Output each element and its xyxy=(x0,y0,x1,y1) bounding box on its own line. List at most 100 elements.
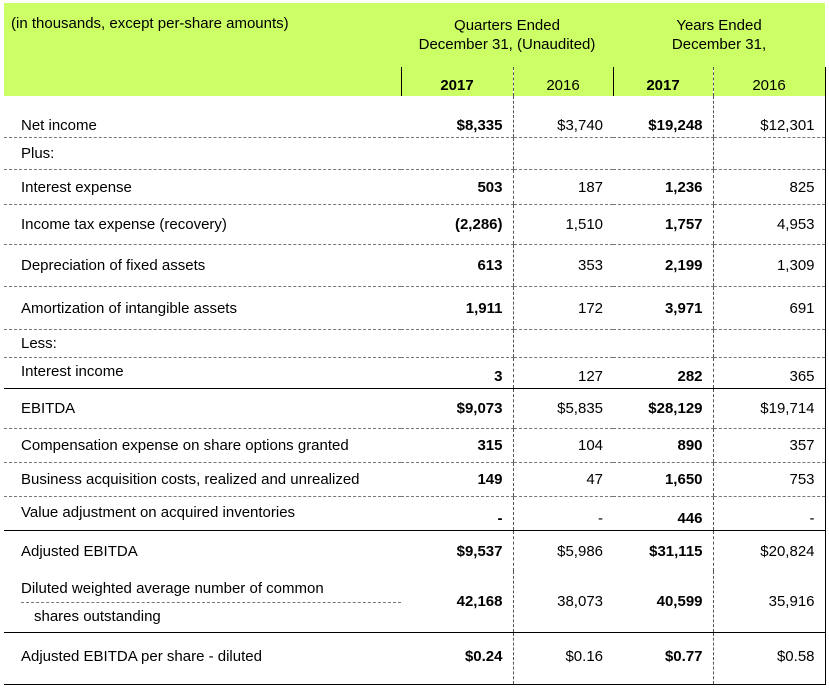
value-cell: $3,740 xyxy=(512,96,614,138)
row-label-adjusted-ebitda-per-share: Adjusted EBITDA per share - diluted xyxy=(4,632,401,686)
value-cell: $5,835 xyxy=(512,388,614,429)
row-label-line2: shares outstanding xyxy=(34,607,161,625)
value-cell: $19,714 xyxy=(712,388,826,429)
row-label-depreciation: Depreciation of fixed assets xyxy=(4,244,401,288)
value-cell xyxy=(712,329,826,358)
value-cell: 149 xyxy=(401,462,513,498)
value-cell: 691 xyxy=(712,286,826,330)
value-cell: 357 xyxy=(712,428,826,464)
quarters-ended-header: Quarters Ended December 31, (Unaudited) xyxy=(401,3,614,68)
value-cell xyxy=(613,137,714,171)
value-cell: 1,911 xyxy=(401,286,513,330)
value-cell: 825 xyxy=(712,169,826,206)
years-ended-header: Years Ended December 31, xyxy=(613,3,826,68)
value-cell: 282 xyxy=(613,357,714,389)
row-label-interest-income: Interest income xyxy=(4,357,401,389)
value-cell: $28,129 xyxy=(613,388,714,429)
table-row: Value adjustment on acquired inventories… xyxy=(4,496,826,532)
value-cell: 38,073 xyxy=(512,570,614,633)
table-row: Interest income 3 127 282 365 xyxy=(4,357,826,389)
value-cell: 315 xyxy=(401,428,513,464)
table-row: Net income $8,335 $3,740 $19,248 $12,301 xyxy=(4,96,826,138)
value-cell: $0.77 xyxy=(613,632,714,686)
row-label-compensation-expense: Compensation expense on share options gr… xyxy=(4,428,401,464)
value-cell: 127 xyxy=(512,357,614,389)
value-cell: $9,537 xyxy=(456,542,503,560)
row-label-value-adjustment: Value adjustment on acquired inventories xyxy=(4,496,401,532)
value-cell: - xyxy=(712,496,826,532)
value-cell: 3 xyxy=(401,357,513,389)
table-row: Interest expense 503 187 1,236 825 xyxy=(4,169,826,206)
row-label-diluted-weighted-average: Diluted weighted average number of commo… xyxy=(4,570,401,633)
value-cell: 753 xyxy=(712,462,826,498)
value-cell: 446 xyxy=(613,496,714,532)
ebitda-reconciliation-table: (in thousands, except per-share amounts)… xyxy=(4,3,826,686)
value-cell: $20,824 xyxy=(712,530,826,571)
value-cell: 890 xyxy=(613,428,714,464)
value-cell xyxy=(401,329,513,358)
value-cell: 613 xyxy=(401,244,513,288)
value-cell: 172 xyxy=(512,286,614,330)
column-header-y-2017: 2017 xyxy=(612,67,714,97)
value-cell xyxy=(401,137,513,171)
value-cell xyxy=(512,137,614,171)
value-cell: $12,301 xyxy=(712,96,826,138)
years-ended-line1: Years Ended xyxy=(676,17,762,34)
row-label-business-acquisition: Business acquisition costs, realized and… xyxy=(4,462,401,498)
value-cell: 503 xyxy=(401,169,513,206)
column-header-q-2017: 2017 xyxy=(400,67,513,97)
value-cell: $8,335 xyxy=(401,96,513,138)
header-row-groups: (in thousands, except per-share amounts)… xyxy=(4,3,826,97)
table-row: Compensation expense on share options gr… xyxy=(4,428,826,464)
table-row: Plus: xyxy=(4,137,826,171)
table-row: Income tax expense (recovery) (2,286) 1,… xyxy=(4,204,826,246)
value-cell xyxy=(613,329,714,358)
value-cell: 42,168 xyxy=(401,570,513,633)
row-label-line1: Diluted weighted average number of commo… xyxy=(21,575,401,603)
value-cell: 2,199 xyxy=(613,244,714,288)
table-row: Adjusted EBITDA per share - diluted $0.2… xyxy=(4,632,826,686)
value-cell: - xyxy=(512,496,614,532)
value-cell xyxy=(512,329,614,358)
value-cell: 187 xyxy=(512,169,614,206)
table-row: Less: xyxy=(4,329,826,358)
value-cell: 365 xyxy=(712,357,826,389)
table-row: EBITDA $9,073 $5,835 $28,129 $19,714 xyxy=(4,388,826,429)
row-label-ebitda: EBITDA xyxy=(4,388,401,429)
units-note: (in thousands, except per-share amounts) xyxy=(4,3,401,97)
value-cell: 1,236 xyxy=(613,169,714,206)
value-cell: $31,115 xyxy=(649,542,703,560)
value-cell: 40,599 xyxy=(613,570,714,633)
quarters-ended-line1: Quarters Ended xyxy=(454,17,560,34)
row-label-net-income: Net income xyxy=(4,96,401,138)
column-header-y-2016: 2016 xyxy=(712,67,826,97)
value-cell: 3,971 xyxy=(613,286,714,330)
row-label-adjusted-ebitda: Adjusted EBITDA xyxy=(21,542,138,560)
row-label-income-tax: Income tax expense (recovery) xyxy=(4,204,401,246)
row-label-interest-expense: Interest expense xyxy=(4,169,401,206)
table-row: Depreciation of fixed assets 613 353 2,1… xyxy=(4,244,826,288)
years-ended-line2: December 31, xyxy=(671,36,767,53)
quarters-ended-line2: December 31, (Unaudited) xyxy=(418,36,596,53)
value-cell: - xyxy=(401,496,513,532)
value-cell: 35,916 xyxy=(712,570,826,633)
value-cell: $0.24 xyxy=(401,632,513,686)
value-cell: 1,650 xyxy=(613,462,714,498)
value-cell: (2,286) xyxy=(401,204,513,246)
value-cell: 1,510 xyxy=(512,204,614,246)
value-cell: $0.16 xyxy=(512,632,614,686)
value-cell: 4,953 xyxy=(712,204,826,246)
header-row-years: 2017 2016 2017 2016 xyxy=(4,67,826,97)
value-cell: $5,986 xyxy=(512,530,614,571)
value-cell: $0.58 xyxy=(712,632,826,686)
row-label-less: Less: xyxy=(4,329,401,358)
value-cell: $19,248 xyxy=(613,96,714,138)
row-label-plus: Plus: xyxy=(4,137,401,171)
value-cell: 353 xyxy=(512,244,614,288)
value-cell: 47 xyxy=(512,462,614,498)
value-cell: 104 xyxy=(512,428,614,464)
column-header-q-2016: 2016 xyxy=(512,67,614,97)
value-cell: 1,757 xyxy=(613,204,714,246)
table-row: Amortization of intangible assets 1,911 … xyxy=(4,286,826,330)
row-label-amortization: Amortization of intangible assets xyxy=(4,286,401,330)
